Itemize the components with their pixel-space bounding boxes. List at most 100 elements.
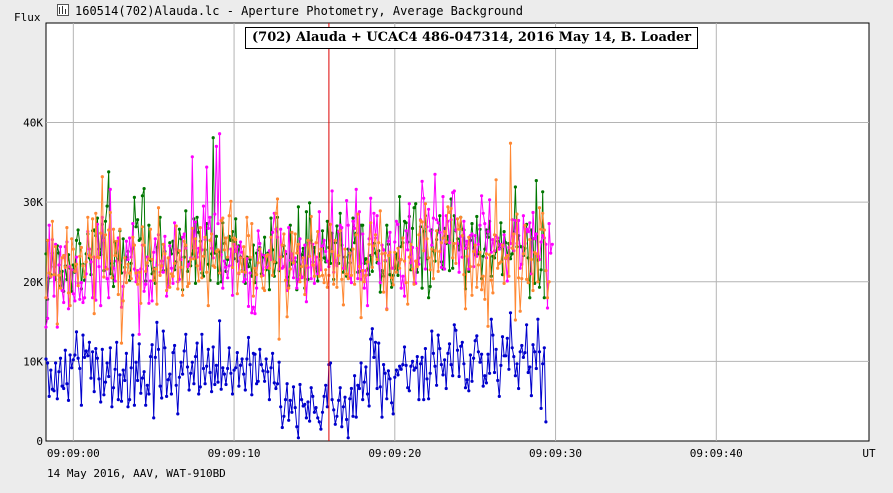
data-point xyxy=(431,277,435,281)
data-point xyxy=(105,277,109,281)
data-point xyxy=(221,366,225,370)
data-point xyxy=(50,219,55,223)
data-point xyxy=(158,215,162,219)
data-point xyxy=(65,382,69,386)
data-point xyxy=(508,257,513,261)
data-point xyxy=(338,223,342,227)
data-point xyxy=(340,277,344,281)
data-point xyxy=(480,194,484,198)
x-axis-label: UT xyxy=(862,447,876,460)
data-point xyxy=(545,296,550,300)
data-point xyxy=(443,358,447,362)
data-point xyxy=(113,253,117,258)
data-point xyxy=(246,234,251,238)
data-point xyxy=(193,237,198,241)
data-point xyxy=(478,223,482,227)
data-point xyxy=(124,239,128,243)
data-point xyxy=(513,185,518,189)
data-point xyxy=(165,394,169,398)
data-point xyxy=(346,277,350,281)
data-point xyxy=(190,360,194,364)
x-tick-label: 09:09:10 xyxy=(208,447,261,460)
data-point xyxy=(156,347,161,351)
data-point xyxy=(248,363,252,367)
data-point xyxy=(150,299,154,303)
y-tick-label: 0 xyxy=(36,435,43,448)
data-point xyxy=(99,231,103,235)
data-point xyxy=(462,273,466,277)
data-point xyxy=(165,294,169,298)
data-point xyxy=(250,393,254,397)
data-point xyxy=(330,249,334,254)
window-title: 160514(702)Alauda.lc - Aperture Photomet… xyxy=(75,4,523,18)
data-point xyxy=(274,211,278,215)
data-point xyxy=(531,288,535,293)
data-point xyxy=(192,382,196,386)
data-point xyxy=(361,269,365,273)
data-point xyxy=(332,408,336,412)
data-point xyxy=(396,273,400,277)
data-point xyxy=(375,386,379,391)
data-point xyxy=(420,220,424,224)
data-point xyxy=(282,232,286,236)
data-point xyxy=(324,249,328,254)
data-point xyxy=(124,351,128,355)
data-point xyxy=(197,392,201,396)
data-point xyxy=(60,288,64,293)
data-point xyxy=(150,343,154,347)
data-point xyxy=(373,340,378,344)
data-point xyxy=(391,412,395,416)
data-point xyxy=(409,242,413,246)
data-point xyxy=(298,280,302,284)
data-point xyxy=(238,240,243,244)
data-point xyxy=(108,346,112,350)
data-point xyxy=(214,144,218,148)
data-point xyxy=(404,281,408,285)
data-point xyxy=(277,337,281,341)
data-point xyxy=(534,366,538,371)
data-point xyxy=(357,210,361,214)
data-point xyxy=(536,280,540,284)
data-point xyxy=(515,212,519,216)
data-point xyxy=(517,218,521,223)
data-point xyxy=(311,394,315,398)
data-point xyxy=(83,355,87,359)
data-point xyxy=(340,425,344,429)
data-point xyxy=(218,132,222,136)
data-point xyxy=(280,425,284,430)
data-point xyxy=(525,323,529,327)
data-point xyxy=(79,245,83,250)
data-point xyxy=(148,227,153,231)
data-point xyxy=(343,247,347,251)
data-point xyxy=(382,363,386,367)
data-point xyxy=(468,353,472,357)
data-point xyxy=(65,226,69,230)
data-point xyxy=(256,261,260,265)
data-point xyxy=(87,340,91,344)
data-point xyxy=(221,216,225,220)
data-point xyxy=(316,279,320,283)
data-point xyxy=(105,361,109,365)
data-point xyxy=(110,276,114,280)
tick-layer: 0 10K 20K 30K 40K 09:09:00 09:09:10 09:09:20 09:… xyxy=(23,117,876,460)
data-point xyxy=(383,251,387,255)
data-point xyxy=(134,360,138,364)
data-point xyxy=(57,263,61,267)
data-point xyxy=(528,221,532,225)
data-point xyxy=(229,371,233,375)
data-point xyxy=(119,341,124,345)
data-point xyxy=(361,223,365,227)
data-point xyxy=(142,243,146,247)
data-point xyxy=(308,254,312,258)
data-point xyxy=(354,415,358,419)
data-point xyxy=(47,394,51,398)
data-point xyxy=(417,398,421,402)
y-tick-label: 30K xyxy=(23,196,43,209)
data-point xyxy=(71,358,75,362)
data-point xyxy=(52,273,56,277)
data-point xyxy=(144,403,148,407)
data-point xyxy=(463,307,468,311)
data-point xyxy=(63,265,67,269)
data-point xyxy=(351,216,355,220)
data-point xyxy=(123,378,127,383)
